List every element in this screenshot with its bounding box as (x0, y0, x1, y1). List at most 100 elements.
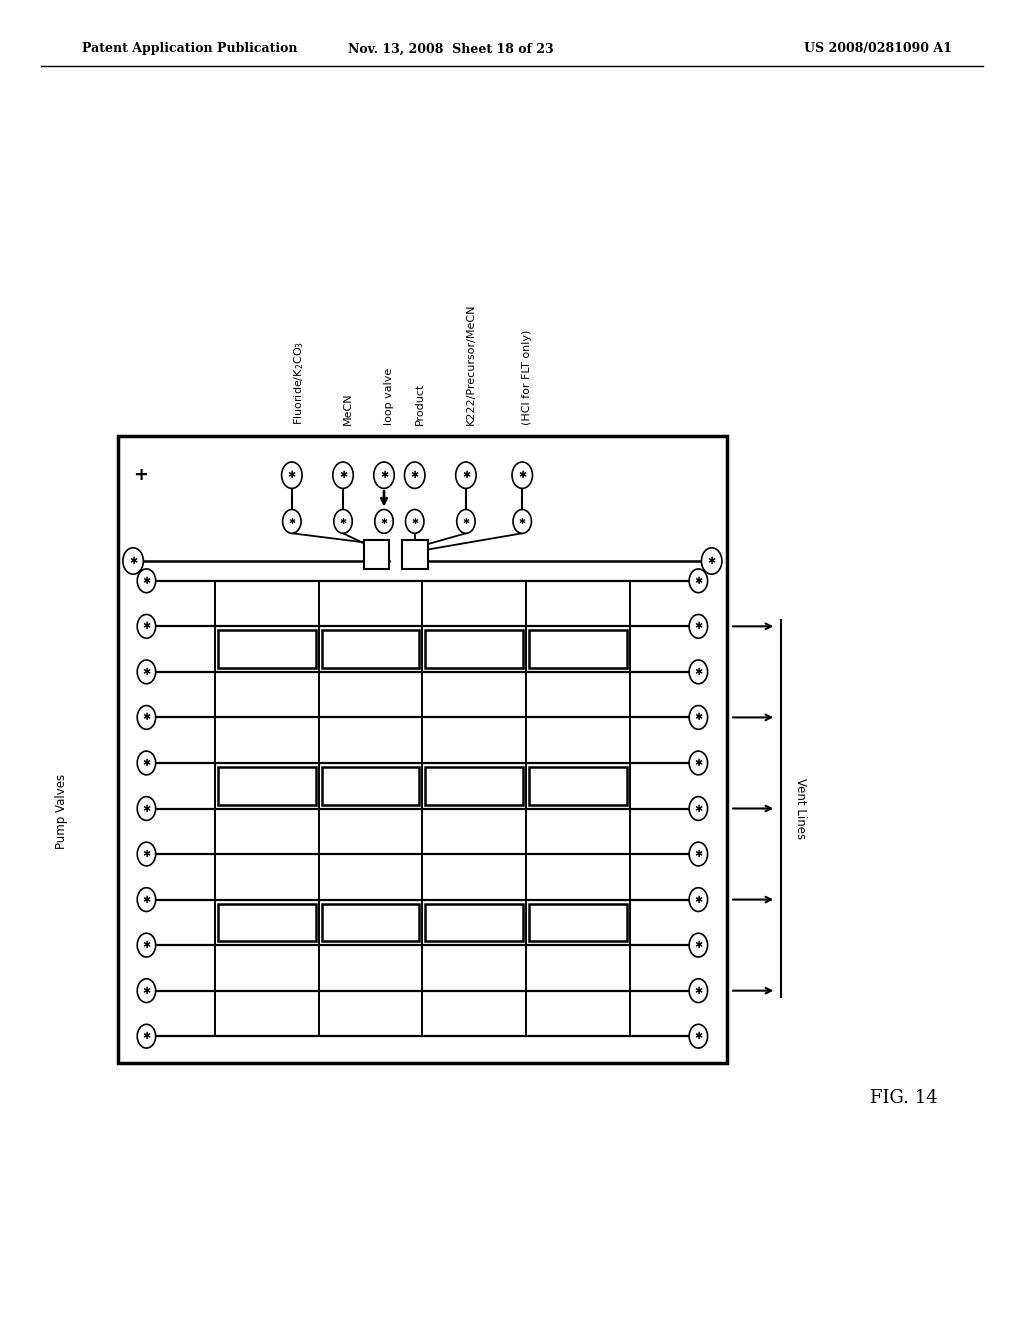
Bar (322, 631, 420, 668)
Text: ✱: ✱ (694, 986, 702, 995)
Text: ✱: ✱ (142, 986, 151, 995)
Text: ✱: ✱ (339, 470, 347, 480)
Circle shape (137, 796, 156, 821)
Circle shape (457, 510, 475, 533)
Text: Nov. 13, 2008  Sheet 18 of 23: Nov. 13, 2008 Sheet 18 of 23 (348, 42, 553, 55)
Text: ✱: ✱ (142, 1031, 151, 1041)
Circle shape (137, 751, 156, 775)
Text: ✱: ✱ (694, 940, 702, 950)
Bar (218, 631, 315, 668)
Bar (426, 767, 523, 805)
Circle shape (689, 706, 708, 729)
Bar (322, 903, 420, 941)
Text: ✱: ✱ (694, 576, 702, 586)
Circle shape (406, 510, 424, 533)
Circle shape (137, 660, 156, 684)
Text: ✱: ✱ (694, 667, 702, 677)
Circle shape (137, 569, 156, 593)
Text: ✱: ✱ (381, 517, 387, 525)
Text: ✱: ✱ (142, 804, 151, 813)
Bar (529, 631, 627, 668)
Text: ✱: ✱ (142, 940, 151, 950)
Text: ✱: ✱ (519, 517, 525, 525)
Circle shape (137, 706, 156, 729)
Bar (426, 903, 523, 941)
Circle shape (333, 462, 353, 488)
Text: ✱: ✱ (142, 576, 151, 586)
Text: ✱: ✱ (288, 470, 296, 480)
Text: ✱: ✱ (462, 470, 470, 480)
Text: ✱: ✱ (694, 622, 702, 631)
Circle shape (374, 462, 394, 488)
Text: FIG. 14: FIG. 14 (870, 1089, 938, 1107)
Text: ✱: ✱ (380, 470, 388, 480)
Circle shape (375, 510, 393, 533)
Circle shape (689, 615, 708, 639)
Text: MeCN: MeCN (343, 392, 353, 425)
Circle shape (689, 887, 708, 911)
Bar (402, 540, 428, 569)
Text: ✱: ✱ (463, 517, 469, 525)
Text: US 2008/0281090 A1: US 2008/0281090 A1 (805, 42, 952, 55)
Text: ✱: ✱ (694, 849, 702, 859)
Circle shape (137, 887, 156, 911)
Text: (HCl for FLT only): (HCl for FLT only) (522, 330, 532, 425)
Text: ✱: ✱ (142, 849, 151, 859)
Bar (364, 540, 389, 569)
Circle shape (456, 462, 476, 488)
Text: ✱: ✱ (694, 758, 702, 768)
Text: Patent Application Publication: Patent Application Publication (82, 42, 297, 55)
Circle shape (404, 462, 425, 488)
Circle shape (137, 1024, 156, 1048)
Circle shape (689, 796, 708, 821)
Text: Product: Product (415, 383, 425, 425)
Bar (529, 767, 627, 805)
Bar (118, 436, 727, 1063)
Bar (322, 767, 420, 805)
Text: loop valve: loop valve (384, 368, 394, 425)
Circle shape (123, 548, 143, 574)
Text: ✱: ✱ (694, 895, 702, 904)
Bar (218, 767, 315, 805)
Circle shape (137, 933, 156, 957)
Text: ✱: ✱ (142, 758, 151, 768)
Circle shape (137, 842, 156, 866)
Bar (529, 903, 627, 941)
Text: ✱: ✱ (708, 556, 716, 566)
Circle shape (689, 660, 708, 684)
Circle shape (689, 569, 708, 593)
Text: ✱: ✱ (694, 1031, 702, 1041)
Text: ✱: ✱ (412, 517, 418, 525)
Bar (218, 903, 315, 941)
Text: ✱: ✱ (129, 556, 137, 566)
Circle shape (282, 462, 302, 488)
Circle shape (701, 548, 722, 574)
Text: K222/Precursor/MeCN: K222/Precursor/MeCN (466, 304, 476, 425)
Text: ✱: ✱ (411, 470, 419, 480)
Text: Vent Lines: Vent Lines (794, 777, 807, 840)
Text: ✱: ✱ (142, 622, 151, 631)
Circle shape (137, 615, 156, 639)
Text: ✱: ✱ (142, 667, 151, 677)
Circle shape (334, 510, 352, 533)
Text: ✱: ✱ (518, 470, 526, 480)
Circle shape (513, 510, 531, 533)
Circle shape (689, 933, 708, 957)
Circle shape (689, 842, 708, 866)
Bar (426, 631, 523, 668)
Circle shape (137, 979, 156, 1003)
Circle shape (689, 751, 708, 775)
Text: Fluoride/K$_2$CO$_3$: Fluoride/K$_2$CO$_3$ (292, 341, 305, 425)
Circle shape (689, 979, 708, 1003)
Text: ✱: ✱ (142, 895, 151, 904)
Text: ✱: ✱ (289, 517, 295, 525)
Text: ✱: ✱ (142, 713, 151, 722)
Circle shape (512, 462, 532, 488)
Circle shape (689, 1024, 708, 1048)
Circle shape (283, 510, 301, 533)
Text: ✱: ✱ (694, 804, 702, 813)
Text: ✱: ✱ (340, 517, 346, 525)
Text: +: + (133, 466, 147, 484)
Text: Pump Valves: Pump Valves (55, 775, 68, 849)
Text: ✱: ✱ (694, 713, 702, 722)
